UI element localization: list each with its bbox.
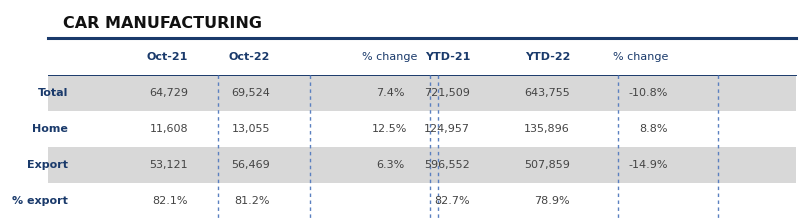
Text: Export: Export [27, 160, 68, 170]
Text: 13,055: 13,055 [231, 124, 270, 134]
Text: 124,957: 124,957 [424, 124, 470, 134]
Text: 82.1%: 82.1% [153, 196, 188, 206]
Text: % change: % change [362, 52, 418, 62]
Text: 135,896: 135,896 [524, 124, 570, 134]
Text: -14.9%: -14.9% [629, 160, 668, 170]
Text: Oct-22: Oct-22 [229, 52, 270, 62]
Text: YTD-22: YTD-22 [525, 52, 570, 62]
Text: Home: Home [32, 124, 68, 134]
Text: 64,729: 64,729 [149, 88, 188, 98]
Bar [48, 147, 796, 183]
Text: 69,524: 69,524 [231, 88, 270, 98]
Text: % export: % export [12, 196, 68, 206]
Text: 596,552: 596,552 [424, 160, 470, 170]
Text: 643,755: 643,755 [524, 88, 570, 98]
Text: 7.4%: 7.4% [376, 88, 404, 98]
Text: 81.2%: 81.2% [234, 196, 270, 206]
Text: 82.7%: 82.7% [434, 196, 470, 206]
Text: 507,859: 507,859 [524, 160, 570, 170]
Text: 8.8%: 8.8% [639, 124, 668, 134]
Text: 53,121: 53,121 [150, 160, 188, 170]
Text: CAR MANUFACTURING: CAR MANUFACTURING [63, 16, 262, 31]
Text: 12.5%: 12.5% [372, 124, 408, 134]
Text: Total: Total [38, 88, 68, 98]
Text: YTD-21: YTD-21 [425, 52, 470, 62]
Text: -10.8%: -10.8% [629, 88, 668, 98]
Text: 78.9%: 78.9% [534, 196, 570, 206]
Text: % change: % change [613, 52, 668, 62]
Text: Oct-21: Oct-21 [146, 52, 188, 62]
Text: 721,509: 721,509 [424, 88, 470, 98]
Text: 56,469: 56,469 [231, 160, 270, 170]
Text: 11,608: 11,608 [150, 124, 188, 134]
Text: 6.3%: 6.3% [376, 160, 404, 170]
Bar [48, 75, 796, 111]
